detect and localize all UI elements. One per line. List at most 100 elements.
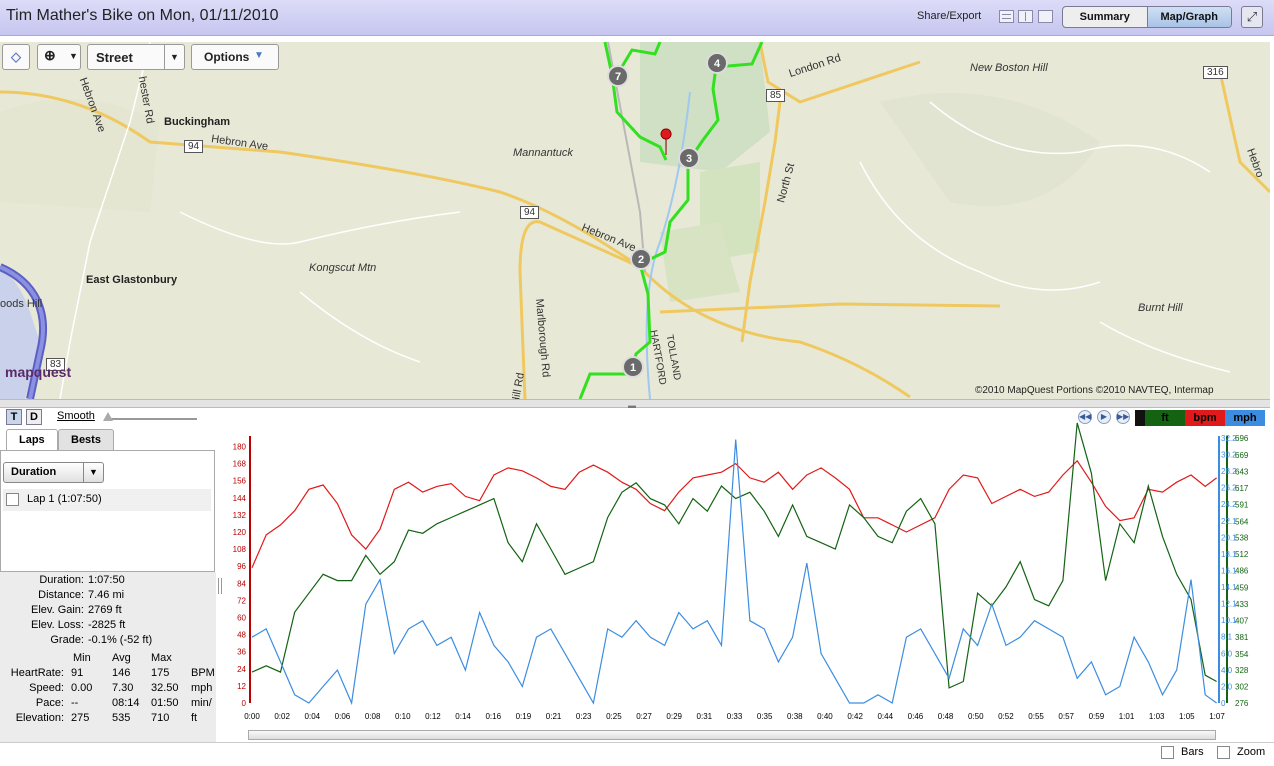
- lap-marker-7[interactable]: 7: [607, 65, 629, 87]
- row-unit: BPM: [191, 667, 215, 679]
- smooth-slider-track[interactable]: [105, 418, 197, 420]
- row-unit: min/: [191, 697, 212, 709]
- sort-select[interactable]: Duration ▼: [3, 462, 104, 483]
- chevron-down-icon: ▼: [83, 463, 103, 482]
- elevation-axis-tick: 276: [1235, 699, 1249, 708]
- route-85-shield: 85: [766, 89, 786, 102]
- map-view[interactable]: 7 4 3 2 1 Buckingham East Glastonbury Ma…: [0, 42, 1270, 399]
- fullscreen-icon[interactable]: ⤢: [1241, 6, 1263, 28]
- chevron-down-icon: ▼: [164, 45, 184, 69]
- legend-ft[interactable]: ft: [1145, 410, 1185, 426]
- fast-forward-icon[interactable]: ▶▶: [1116, 410, 1130, 424]
- speed-axis-tick: 10.1: [1221, 616, 1237, 625]
- row-min: --: [71, 697, 79, 709]
- speed-axis-tick: 18.1: [1221, 550, 1237, 559]
- legend-bpm[interactable]: bpm: [1185, 410, 1225, 426]
- elevation-series-line: [251, 422, 1217, 689]
- speed-axis-tick: 24.2: [1221, 500, 1237, 509]
- smooth-label: Smooth: [57, 410, 95, 422]
- time-axis-toggle[interactable]: T: [6, 409, 22, 425]
- lap-marker-2[interactable]: 2: [630, 248, 652, 270]
- row-max: 01:50: [151, 697, 179, 709]
- x-axis-tick: 1:07: [1209, 712, 1225, 721]
- map-type-select[interactable]: Street ▼: [87, 44, 185, 70]
- map-options-button[interactable]: Options ▼: [191, 44, 279, 70]
- distance-axis-toggle[interactable]: D: [26, 409, 42, 425]
- rewind-icon[interactable]: ◀◀: [1078, 410, 1092, 424]
- speed-axis-tick: 26.2: [1221, 483, 1237, 492]
- tab-laps[interactable]: Laps: [6, 429, 58, 451]
- distance-value: 7.46 mi: [88, 589, 125, 601]
- chevron-down-icon[interactable]: ▼: [69, 51, 78, 61]
- list-item[interactable]: Lap 1 (1:07:50): [3, 489, 211, 511]
- left-axis-tick: 108: [233, 545, 247, 554]
- map-copyright: ©2010 MapQuest Portions ©2010 NAVTEQ, In…: [975, 385, 1214, 396]
- smooth-slider-thumb[interactable]: [103, 412, 113, 421]
- zoom-icon[interactable]: ⊕: [44, 47, 56, 63]
- graph-options-bar: Bars Zoom: [0, 742, 1274, 766]
- sort-select-value: Duration: [11, 466, 57, 478]
- summary-tab[interactable]: Summary: [1079, 11, 1130, 23]
- x-axis-tick: 0:02: [274, 712, 290, 721]
- x-axis-tick: 0:21: [546, 712, 562, 721]
- label-woods-hill: oods Hill: [0, 298, 43, 310]
- bars-checkbox[interactable]: [1161, 746, 1174, 759]
- label-burnt-hill: Burnt Hill: [1138, 302, 1183, 314]
- loss-label: Elev. Loss:: [31, 619, 84, 631]
- tab-bests[interactable]: Bests: [58, 429, 114, 450]
- table-row: Speed: 0.00 7.30 32.50 mph: [0, 682, 216, 696]
- lap-marker-4[interactable]: 4: [706, 52, 728, 74]
- row-label: HeartRate:: [10, 667, 64, 679]
- elevation-axis-tick: 381: [1235, 633, 1249, 642]
- row-unit: ft: [191, 712, 198, 724]
- x-axis-tick: 0:14: [455, 712, 471, 721]
- map-graph-splitter[interactable]: ▬: [0, 399, 1270, 410]
- speed-axis-tick: 14.1: [1221, 583, 1237, 592]
- map-type-value: Street: [96, 50, 133, 65]
- speed-axis-tick: 12.1: [1221, 599, 1237, 608]
- elevation-axis-tick: 564: [1235, 517, 1249, 526]
- timeline-scrollbar[interactable]: [248, 730, 1216, 740]
- options-label: Options: [204, 50, 250, 64]
- layout-single-icon[interactable]: [1038, 10, 1053, 23]
- label-mannantuck: Mannantuck: [513, 147, 573, 159]
- label-kongscut: Kongscut Mtn: [309, 262, 377, 274]
- speed-axis-tick: 20.1: [1221, 534, 1237, 543]
- col-avg-header: Avg: [112, 652, 131, 664]
- lap-marker-3[interactable]: 3: [678, 147, 700, 169]
- label-east-glastonbury: East Glastonbury: [86, 274, 178, 286]
- lap-checkbox[interactable]: [6, 493, 19, 506]
- play-icon[interactable]: ▶: [1097, 410, 1111, 424]
- elevation-axis-tick: 669: [1235, 451, 1249, 460]
- pan-control-icon[interactable]: ◇: [2, 44, 30, 70]
- x-axis-tick: 0:42: [847, 712, 863, 721]
- x-axis-tick: 1:05: [1179, 712, 1195, 721]
- x-axis-tick: 0:48: [938, 712, 954, 721]
- loss-value: -2825 ft: [88, 619, 126, 631]
- zoom-checkbox[interactable]: [1217, 746, 1230, 759]
- layout-split-icon[interactable]: [1018, 10, 1033, 23]
- layout-stacked-icon[interactable]: [999, 10, 1014, 23]
- share-export-link[interactable]: Share/Export: [917, 10, 982, 22]
- map-graph-tab[interactable]: Map/Graph: [1146, 7, 1231, 27]
- x-axis-tick: 0:46: [908, 712, 924, 721]
- left-axis-tick: 168: [233, 460, 247, 469]
- grip-icon: ▬: [628, 401, 636, 410]
- elevation-axis-tick: 407: [1235, 616, 1249, 625]
- row-label: Elevation:: [15, 712, 64, 724]
- zoom-control[interactable]: ⊕ ▼: [37, 44, 81, 70]
- view-switcher: Summary Map/Graph: [1062, 6, 1232, 28]
- duration-label: Duration:: [39, 574, 84, 586]
- col-min-header: Min: [73, 652, 91, 664]
- graph-panel: ◀◀ ▶ ▶▶ ft bpm mph 0 12 24 36 48 60 72 84 96 108 1…: [222, 408, 1270, 742]
- lap-marker-1[interactable]: 1: [622, 356, 644, 378]
- speed-axis-tick: 0: [1221, 699, 1226, 708]
- row-max: 175: [151, 667, 170, 679]
- x-axis-tick: 0:23: [576, 712, 592, 721]
- legend-mph[interactable]: mph: [1225, 410, 1265, 426]
- left-axis-tick: 156: [233, 477, 247, 486]
- row-avg: 08:14: [112, 697, 140, 709]
- panel-resize-handle[interactable]: [218, 578, 222, 594]
- left-axis-tick: 0: [242, 699, 247, 708]
